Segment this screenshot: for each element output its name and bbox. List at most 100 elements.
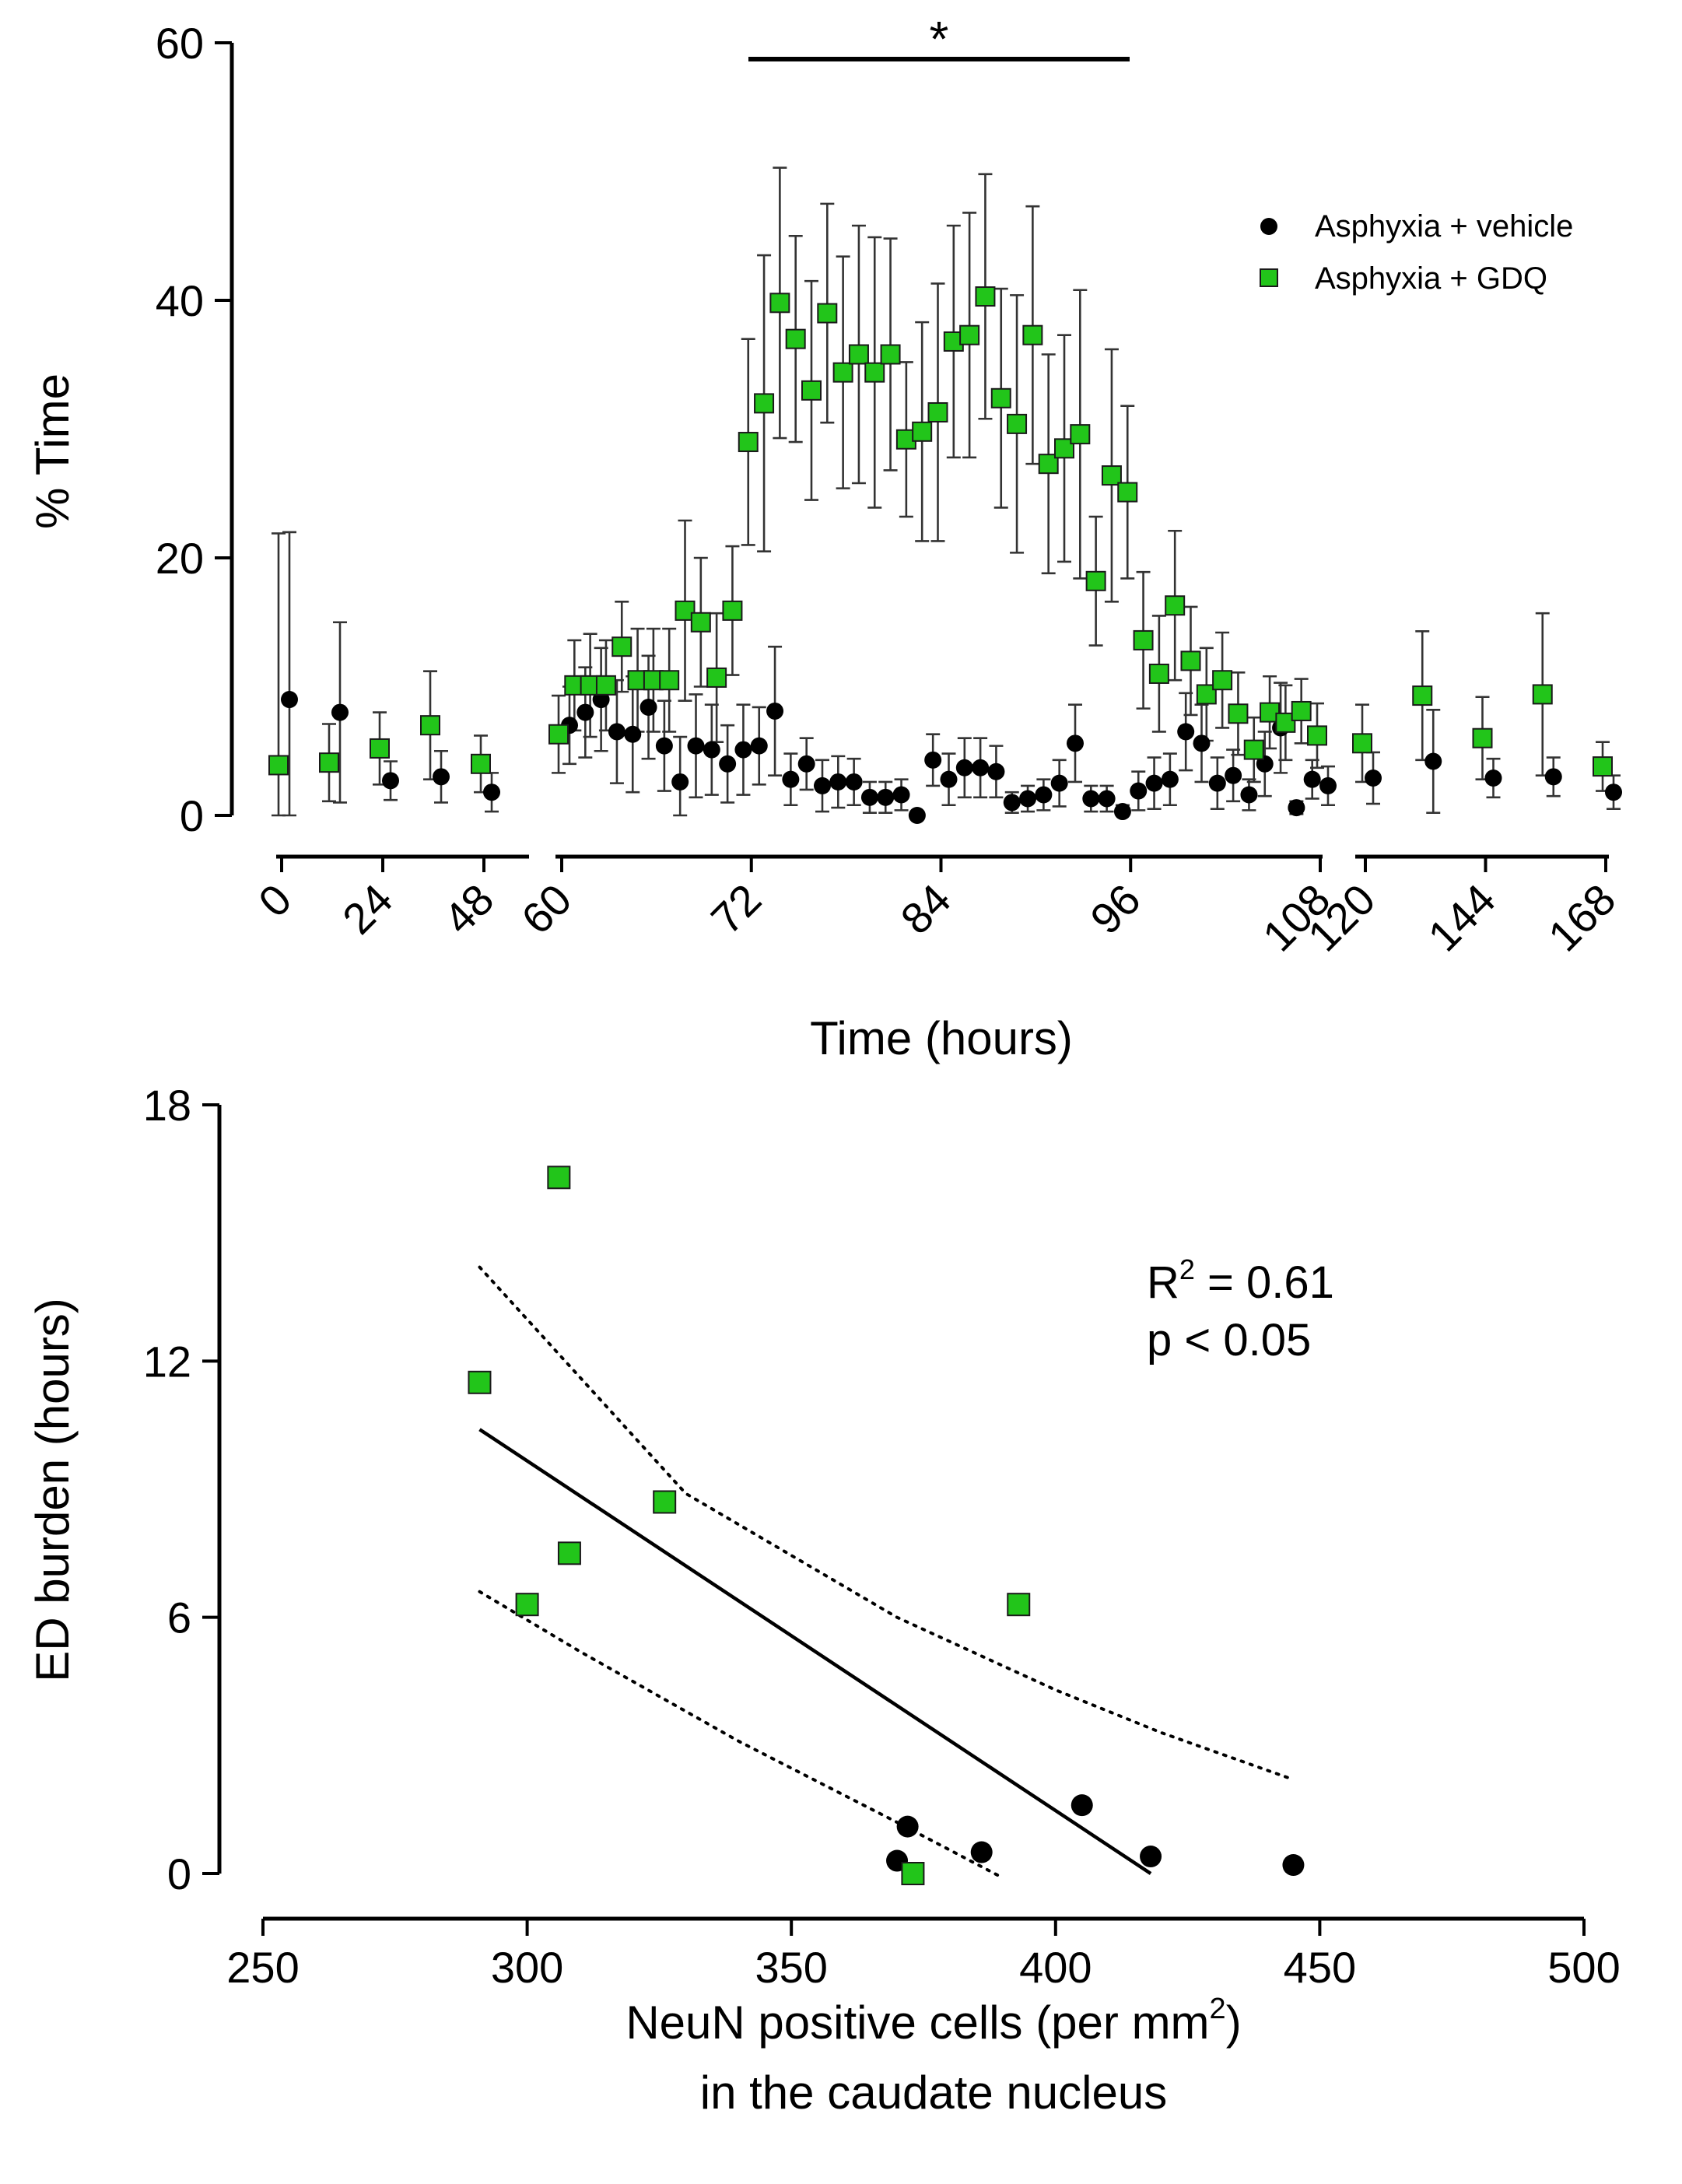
gdq-data-point [675,600,696,621]
vehicle-data-point [1208,774,1226,792]
vehicle-data-point [1019,790,1037,808]
vehicle-data-point [750,737,768,755]
gdq-data-point [1212,670,1233,691]
gdq-data-point [959,324,980,345]
confidence-band-upper [478,1265,1295,1782]
vehicle-data-point [970,1841,993,1863]
vehicle-data-point [1177,723,1195,741]
chart1-x-tick-label: 0 [249,875,301,927]
vehicle-data-point [1113,803,1131,821]
gdq-data-point [268,755,289,776]
chart2-regression [478,1265,1295,1880]
vehicle-data-point [331,703,349,721]
chart1-x-tick-label: 48 [434,875,503,944]
regression-line [478,1428,1152,1875]
vehicle-data-point [608,723,625,741]
legend-vehicle-label: Asphyxia + vehicle [1315,209,1573,244]
chart1-y-tick-label: 20 [156,534,204,583]
vehicle-data-point [624,725,642,743]
gdq-data-point [817,303,838,324]
legend-gdq-marker [1260,268,1278,287]
gdq-data-point [370,738,390,759]
gdq-data-point [864,362,885,383]
vehicle-data-point [924,751,942,769]
gdq-data-point [1165,595,1186,616]
vehicle-data-point [433,768,450,786]
vehicle-data-point [1303,770,1321,788]
vehicle-data-point [797,755,815,773]
vehicle-data-point [972,759,990,776]
vehicle-data-point [782,770,800,788]
gdq-data-point [1007,413,1028,434]
gdq-data-point [1243,739,1264,760]
chart2-y-axis-title: ED burden (hours) [26,1298,79,1682]
chart2-x-tick-label: 400 [1019,1943,1092,1992]
gdq-data-point [1180,650,1201,671]
vehicle-data-point [1288,799,1305,817]
chart1-x-tick-label: 72 [702,875,771,944]
gdq-data-point [1148,663,1169,684]
vehicle-data-point [1098,790,1116,808]
gdq-data-point [1291,700,1312,721]
chart2-x-tick-label: 300 [491,1943,563,1992]
chart1-x-tick-label: 60 [512,875,581,944]
vehicle-data-point [1161,770,1179,788]
vehicle-data-point [687,737,705,755]
gdq-data-point [471,753,491,774]
chart1-y-tick-label: 0 [180,791,204,840]
gdq-data-point [1352,733,1372,754]
chart2-y-tick-label: 18 [143,1081,191,1130]
gdq-data-point [547,1166,571,1190]
chart1-legend: Asphyxia + vehicle Asphyxia + GDQ [1260,209,1573,296]
gdq-data-point [927,401,948,422]
gdq-data-point [975,286,996,307]
gdq-data-point [548,724,569,745]
vehicle-data-point [281,691,298,709]
vehicle-data-point [1282,1854,1305,1877]
gdq-data-point [659,670,680,691]
vehicle-data-point [987,762,1005,780]
vehicle-data-point [483,784,500,801]
chart1-x-tick-label: 96 [1081,875,1150,944]
chart1-y-axis-title: % Time [26,373,79,529]
gdq-data-point [1472,727,1493,748]
gdq-data-point [1307,725,1327,746]
gdq-data-point [990,387,1011,408]
vehicle-data-point [719,755,737,773]
vehicle-data-point [908,807,926,824]
chart2-x-tick-label: 450 [1284,1943,1356,1992]
chart2-y-axis: 0 6 12 18 [143,1081,219,1898]
vehicle-data-point [703,741,720,759]
gdq-data-point [515,1593,539,1617]
chart2-y-tick-label: 0 [167,1849,191,1898]
gdq-data-point [690,612,711,633]
gdq-data-point [1007,1593,1031,1617]
vehicle-data-point [766,702,784,720]
vehicle-data-point [955,759,973,776]
significance-asterisk: * [930,11,949,67]
chart2-x-axis-title-line2: in the caudate nucleus [700,2067,1167,2119]
gdq-data-point [1117,482,1138,503]
vehicle-data-point [1130,782,1148,800]
confidence-band-lower [478,1590,1004,1880]
vehicle-data-point [829,773,847,791]
chart2-y-tick-label: 12 [143,1337,191,1386]
vehicle-data-point [1544,768,1562,786]
gdq-data-point [611,636,633,657]
chart2-x-tick-label: 250 [226,1943,299,1992]
vehicle-data-point [845,773,863,791]
vehicle-data-point [1067,734,1084,752]
gdq-data-point [1412,685,1433,706]
vehicle-data-point [877,788,895,806]
chart2-y-tick-label: 6 [167,1593,191,1642]
gdq-data-point [1133,629,1154,650]
gdq-data-point [848,344,869,365]
gdq-data-point [653,1490,677,1514]
vehicle-data-point [1240,786,1258,804]
vehicle-data-point [734,741,752,759]
vehicle-data-point [1145,774,1163,792]
chart1-significance: * [748,11,1130,67]
gdq-data-point [420,715,440,736]
vehicle-data-point [1035,786,1053,804]
